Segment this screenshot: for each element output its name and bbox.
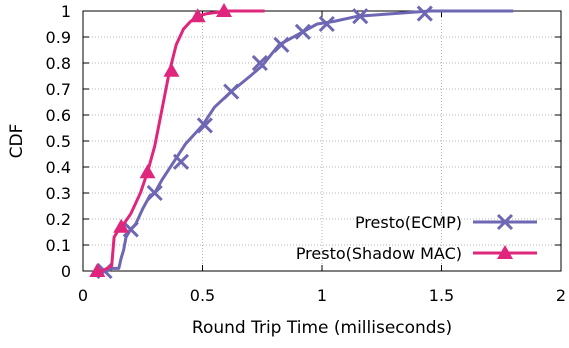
x-tick-label: 1 bbox=[317, 286, 327, 305]
data-point-marker bbox=[223, 83, 240, 100]
data-point-marker bbox=[251, 54, 268, 72]
data-point-marker bbox=[196, 117, 213, 134]
x-tick-label: 2 bbox=[556, 286, 566, 305]
legend-swatch-marker bbox=[496, 213, 514, 231]
y-tick-label: 0.9 bbox=[46, 28, 71, 47]
data-point-marker bbox=[113, 218, 130, 233]
legend-label-ecmp: Presto(ECMP) bbox=[355, 213, 462, 232]
x-tick-label: 0 bbox=[78, 286, 88, 305]
y-tick-label: 0 bbox=[61, 262, 71, 281]
x-tick-label: 0.5 bbox=[190, 286, 215, 305]
axis-ticks: 0 0.5 1 1.5 2 0 0.1 0.2 0.3 0.4 0.5 0.6 0.7 0.8 0.9 1 bbox=[46, 2, 567, 305]
data-point-marker bbox=[216, 3, 233, 17]
x-axis-label: Round Trip Time (milliseconds) bbox=[192, 318, 452, 338]
data-point-marker bbox=[273, 36, 290, 53]
data-point-marker bbox=[146, 184, 163, 202]
y-axis-label: CDF bbox=[7, 124, 27, 159]
y-tick-label: 0.5 bbox=[46, 132, 71, 151]
y-tick-label: 0.2 bbox=[46, 210, 71, 229]
data-point-marker bbox=[189, 8, 206, 23]
y-tick-label: 0.8 bbox=[46, 54, 71, 73]
data-point-marker bbox=[89, 263, 106, 277]
series-group bbox=[89, 3, 514, 280]
x-tick-label: 1.5 bbox=[429, 286, 454, 305]
y-tick-label: 0.6 bbox=[46, 106, 71, 125]
data-point-marker bbox=[122, 221, 139, 238]
data-point-marker bbox=[139, 164, 156, 179]
data-point-marker bbox=[163, 62, 180, 77]
data-point-marker bbox=[352, 8, 369, 25]
y-tick-label: 0.4 bbox=[46, 158, 71, 177]
legend-swatch-marker bbox=[497, 245, 513, 259]
series-ecmp bbox=[96, 5, 514, 280]
data-point-marker bbox=[318, 15, 335, 33]
grid bbox=[83, 11, 561, 271]
legend: Presto(ECMP) Presto(Shadow MAC) bbox=[296, 213, 537, 263]
y-tick-label: 0.3 bbox=[46, 184, 71, 203]
data-point-marker bbox=[294, 23, 311, 40]
legend-label-shadow-mac: Presto(Shadow MAC) bbox=[296, 244, 462, 263]
data-point-marker bbox=[172, 153, 190, 170]
data-point-marker bbox=[416, 5, 433, 22]
y-tick-label: 0.1 bbox=[46, 236, 71, 255]
y-tick-label: 0.7 bbox=[46, 80, 71, 99]
y-tick-label: 1 bbox=[61, 2, 71, 21]
series-shadow-mac bbox=[89, 3, 265, 277]
